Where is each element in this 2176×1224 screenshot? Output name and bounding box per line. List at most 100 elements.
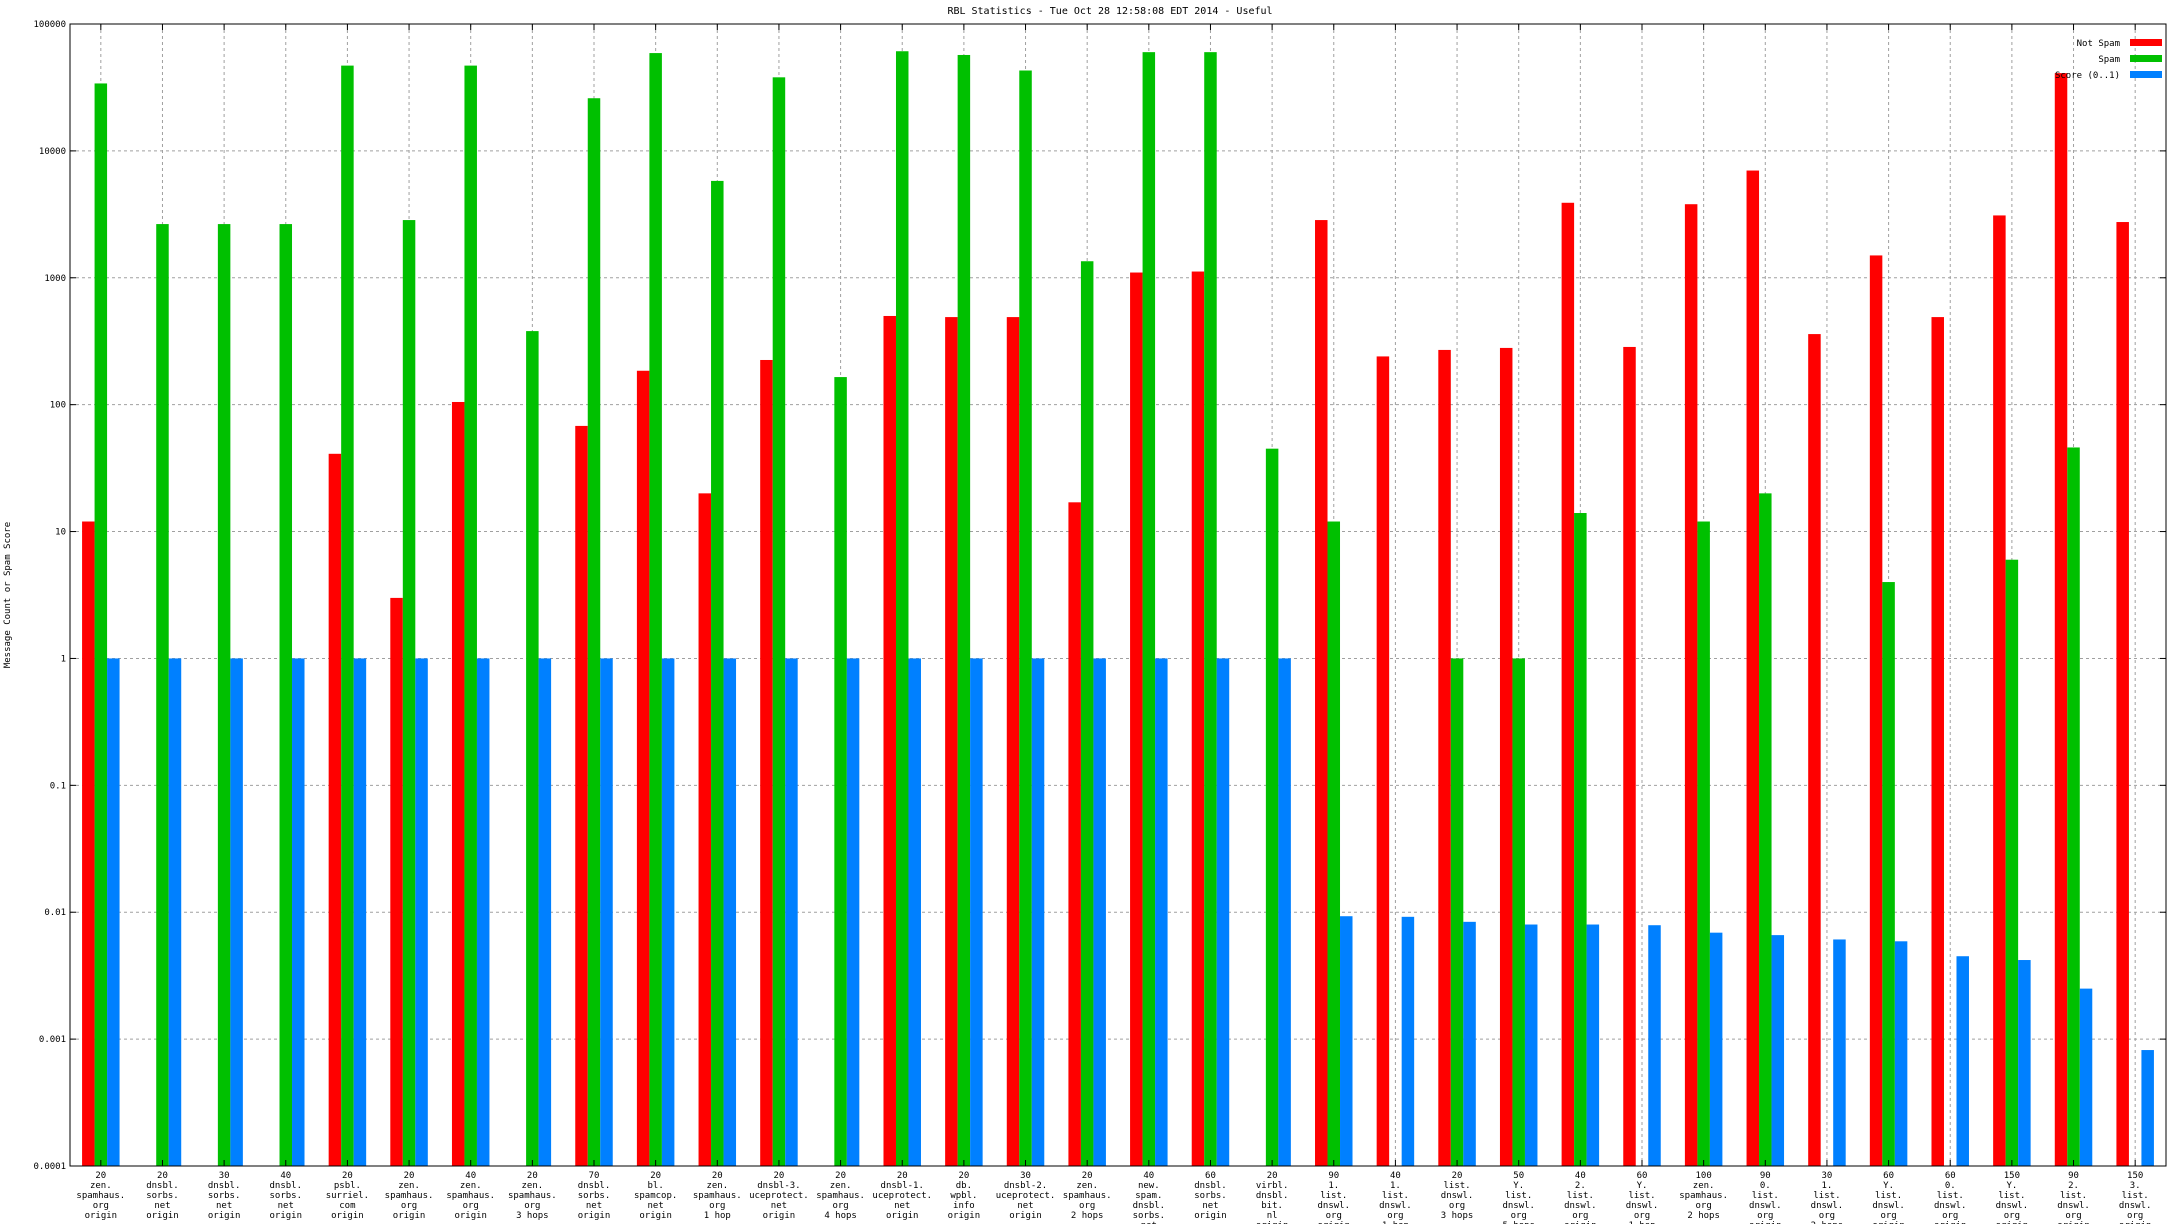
- x-tick-label: org: [524, 1201, 540, 1211]
- bar-1-11: [772, 77, 786, 1166]
- bar-1-22: [1450, 658, 1464, 1166]
- bar-2-22: [1463, 921, 1476, 1166]
- x-tick-label: sorbs.: [1133, 1211, 1166, 1221]
- bar-1-4: [341, 65, 354, 1166]
- bar-2-8: [600, 658, 613, 1166]
- x-tick-label: 2 hops: [1811, 1221, 1844, 1224]
- x-tick-label: 1 hop: [1382, 1221, 1409, 1224]
- x-tick-label: net: [216, 1201, 232, 1211]
- bar-0-18: [1191, 271, 1205, 1166]
- x-tick-label: list.: [2122, 1191, 2149, 1201]
- bar-0-6: [451, 401, 465, 1166]
- bar-1-6: [464, 65, 477, 1166]
- x-tick-label: dnswl.: [1441, 1191, 1474, 1201]
- bar-2-17: [1155, 658, 1168, 1166]
- x-tick-label: zen.: [90, 1181, 112, 1191]
- x-tick-label: 1.: [1328, 1181, 1339, 1191]
- bar-1-8: [587, 98, 601, 1166]
- y-tick-label: 100000: [33, 20, 66, 30]
- bar-2-29: [1894, 941, 1908, 1166]
- x-tick-label: dnswl.: [1811, 1201, 1844, 1211]
- bar-1-31: [2005, 559, 2019, 1166]
- grid-lines: [70, 23, 2166, 1167]
- y-tick-label: 10000: [39, 147, 66, 157]
- bar-0-13: [883, 315, 896, 1167]
- bar-2-5: [415, 658, 428, 1166]
- x-tick-label: 2 hops: [1687, 1211, 1720, 1221]
- x-tick-label: net: [586, 1201, 602, 1211]
- x-tick-label: 20: [958, 1171, 969, 1181]
- y-tick-label: 0.1: [50, 781, 66, 791]
- bar-2-12: [846, 658, 860, 1166]
- bar-0-23: [1499, 347, 1513, 1167]
- x-tick-label: dnsbl.: [1194, 1181, 1227, 1191]
- x-tick-label: 20: [650, 1171, 661, 1181]
- x-tick-label: 20: [835, 1171, 846, 1181]
- bar-2-14: [970, 658, 983, 1166]
- bar-1-2: [217, 224, 231, 1167]
- bar-0-0: [82, 521, 95, 1166]
- bar-2-2: [230, 658, 243, 1166]
- x-tick-label: dnswl.: [1872, 1201, 1905, 1211]
- x-tick-label: 60: [1637, 1171, 1648, 1181]
- bar-0-9: [636, 370, 650, 1167]
- x-tick-label: 20: [404, 1171, 415, 1181]
- x-tick-label: org: [93, 1201, 109, 1211]
- bar-0-21: [1376, 356, 1390, 1166]
- x-tick-label: uceprotect.: [996, 1191, 1056, 1201]
- x-tick-label: org: [1387, 1211, 1403, 1221]
- x-tick-label: 4 hops: [824, 1211, 857, 1221]
- x-tick-label: origin: [763, 1211, 796, 1221]
- x-tick-label: 3 hops: [1441, 1211, 1474, 1221]
- bar-1-29: [1882, 582, 1895, 1166]
- bar-1-23: [1512, 658, 1525, 1166]
- bar-2-10: [723, 658, 737, 1166]
- bar-0-4: [328, 453, 342, 1167]
- x-tick-label: 50: [1513, 1171, 1524, 1181]
- bar-1-3: [279, 224, 293, 1167]
- x-tick-label: list.: [1567, 1191, 1594, 1201]
- x-tick-label: org: [1634, 1211, 1650, 1221]
- x-tick-label: net: [1202, 1201, 1218, 1211]
- x-tick-label: info: [953, 1201, 975, 1211]
- x-tick-label: zen.: [830, 1181, 852, 1191]
- x-tick-label: spamhaus.: [816, 1191, 865, 1201]
- x-tick-label: wpbl.: [950, 1191, 977, 1201]
- bar-2-13: [908, 658, 921, 1166]
- legend-swatch: [2130, 55, 2162, 62]
- x-tick-label: dnsbl.: [146, 1181, 179, 1191]
- bar-1-15: [1019, 70, 1032, 1166]
- bar-0-27: [1746, 170, 1760, 1167]
- x-tick-label: net: [1141, 1221, 1157, 1224]
- x-tick-label: 70: [589, 1171, 600, 1181]
- bar-2-27: [1771, 935, 1785, 1166]
- x-tick-label: 20: [712, 1171, 723, 1181]
- legend-label: Spam: [2098, 55, 2120, 65]
- x-tick-label: list.: [1752, 1191, 1779, 1201]
- bar-1-19: [1265, 448, 1279, 1166]
- x-tick-label: spamhaus.: [446, 1191, 495, 1201]
- y-tick-label: 1000: [44, 274, 66, 284]
- bar-0-5: [390, 597, 403, 1166]
- x-tick-label: net: [771, 1201, 787, 1211]
- x-tick-label: Y.: [1637, 1181, 1648, 1191]
- bar-2-32: [2079, 988, 2093, 1166]
- x-tick-label: 20: [774, 1171, 785, 1181]
- x-tick-label: origin: [85, 1211, 118, 1221]
- bar-1-24: [1574, 513, 1587, 1166]
- x-tick-label: org: [1880, 1211, 1896, 1221]
- y-axis-ticks: 0.0001 0.001 0.01 0.1 1 10 100 1000 10000 100000: [33, 20, 2166, 1172]
- bar-2-31: [2018, 960, 2031, 1166]
- x-tick-label: 5 hops: [1502, 1221, 1535, 1224]
- x-tick-label: origin: [948, 1211, 981, 1221]
- x-tick-label: new.: [1138, 1181, 1160, 1191]
- x-tick-label: org: [1079, 1201, 1095, 1211]
- bar-0-28: [1808, 334, 1821, 1166]
- bar-2-16: [1093, 658, 1106, 1166]
- x-tick-label: sorbs.: [578, 1191, 611, 1201]
- y-tick-label: 0.01: [44, 908, 66, 918]
- x-tick-label: zen.: [460, 1181, 482, 1191]
- bar-0-31: [1993, 215, 2006, 1166]
- x-tick-label: 2.: [1575, 1181, 1586, 1191]
- x-tick-label: origin: [886, 1211, 919, 1221]
